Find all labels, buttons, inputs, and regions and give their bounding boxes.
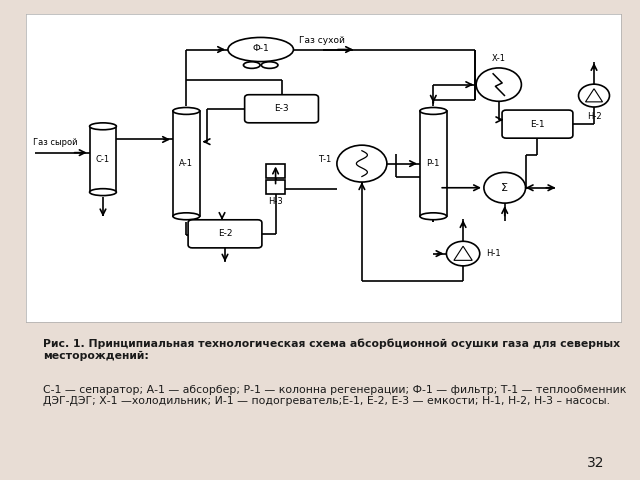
- Circle shape: [337, 145, 387, 182]
- Text: Т-1: Т-1: [317, 155, 331, 164]
- Ellipse shape: [90, 189, 116, 195]
- Polygon shape: [454, 246, 472, 260]
- Polygon shape: [586, 89, 602, 102]
- Text: Е-3: Е-3: [274, 104, 289, 113]
- Text: Х-1: Х-1: [492, 54, 506, 63]
- Ellipse shape: [228, 37, 294, 61]
- Ellipse shape: [420, 213, 447, 220]
- Ellipse shape: [261, 62, 278, 68]
- Text: Р-1: Р-1: [427, 159, 440, 168]
- Text: С-1 — сепаратор; А-1 — абсорбер; Р-1 — колонна регенерации; Ф-1 — фильтр; Т-1 — : С-1 — сепаратор; А-1 — абсорбер; Р-1 — к…: [44, 385, 627, 407]
- Ellipse shape: [420, 108, 447, 114]
- Circle shape: [476, 68, 522, 101]
- Text: А-1: А-1: [179, 159, 193, 168]
- Bar: [266, 180, 285, 194]
- Circle shape: [447, 241, 480, 266]
- Ellipse shape: [173, 108, 200, 114]
- FancyBboxPatch shape: [502, 110, 573, 138]
- Text: Н-1: Н-1: [486, 249, 500, 258]
- Bar: [173, 111, 200, 216]
- FancyBboxPatch shape: [188, 220, 262, 248]
- Bar: [266, 164, 285, 178]
- Text: Газ сырой: Газ сырой: [33, 138, 77, 147]
- Text: Н-2: Н-2: [587, 112, 602, 121]
- Text: Н-3: Н-3: [268, 197, 283, 206]
- Text: 32: 32: [586, 456, 604, 470]
- Text: Е-1: Е-1: [530, 120, 545, 129]
- FancyBboxPatch shape: [244, 95, 319, 123]
- Ellipse shape: [90, 123, 116, 130]
- Text: С-1: С-1: [96, 155, 110, 164]
- Bar: [420, 111, 447, 216]
- Bar: [90, 126, 116, 192]
- Text: Газ сухой: Газ сухой: [300, 36, 345, 45]
- Circle shape: [579, 84, 609, 107]
- Text: Σ: Σ: [501, 183, 508, 193]
- Ellipse shape: [243, 62, 260, 68]
- Circle shape: [484, 172, 525, 203]
- Text: Е-2: Е-2: [218, 229, 232, 239]
- Text: Рис. 1. Принципиальная технологическая схема абсорбционной осушки газа для север: Рис. 1. Принципиальная технологическая с…: [44, 339, 621, 361]
- Text: Ф-1: Ф-1: [252, 44, 269, 53]
- Ellipse shape: [173, 213, 200, 220]
